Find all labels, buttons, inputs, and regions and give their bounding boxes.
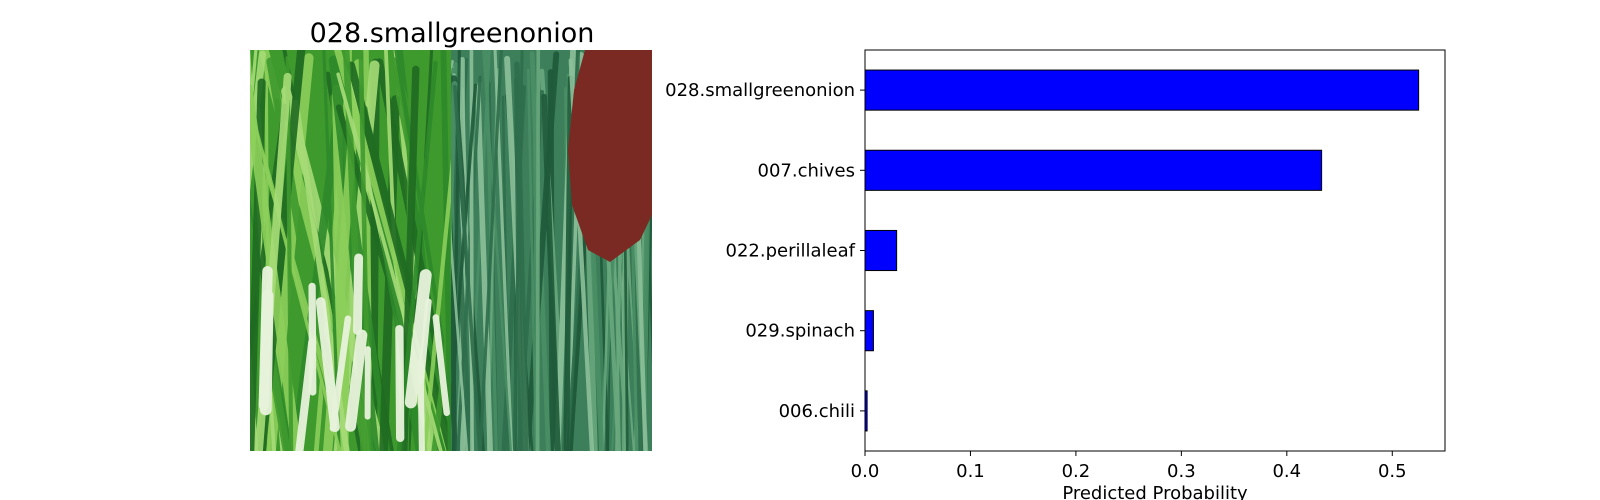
y-tick-label: 007.chives	[758, 160, 856, 181]
x-tick-label: 0.2	[1062, 461, 1091, 482]
image-title: 028.smallgreenonion	[310, 18, 595, 49]
y-tick-label: 028.smallgreenonion	[665, 80, 855, 101]
meat-slice	[568, 50, 652, 262]
x-tick-label: 0.3	[1167, 461, 1196, 482]
bar-007-chives	[864, 149, 1323, 191]
vegetable-photo	[250, 50, 652, 451]
bars-group	[864, 69, 1420, 432]
photo-right-half	[451, 50, 652, 451]
y-tick-label: 029.spinach	[745, 321, 855, 342]
x-tick-label: 0.4	[1272, 461, 1301, 482]
bar-chart: 028.smallgreenonion 007.chives 022.perilla…	[665, 49, 1446, 500]
bar-022-perillaleaf	[864, 229, 898, 272]
x-axis-label: Predicted Probability	[1062, 483, 1248, 500]
x-tick-label: 0.1	[956, 461, 985, 482]
image-panel: 028.smallgreenonion	[250, 18, 652, 451]
x-tick-label: 0.0	[851, 461, 880, 482]
x-axis-ticks: 0.0 0.1 0.2 0.3 0.4 0.5	[851, 451, 1407, 482]
y-tick-label: 006.chili	[779, 401, 855, 422]
x-tick-label: 0.5	[1378, 461, 1407, 482]
photo-left-half	[250, 50, 451, 451]
y-axis-ticks: 028.smallgreenonion 007.chives 022.perilla…	[665, 80, 865, 422]
y-tick-label: 022.perillaleaf	[726, 241, 856, 262]
bar-028-smallgreenonion	[864, 69, 1420, 111]
axes-frame	[864, 49, 1446, 452]
bar-029-spinach	[864, 310, 874, 352]
